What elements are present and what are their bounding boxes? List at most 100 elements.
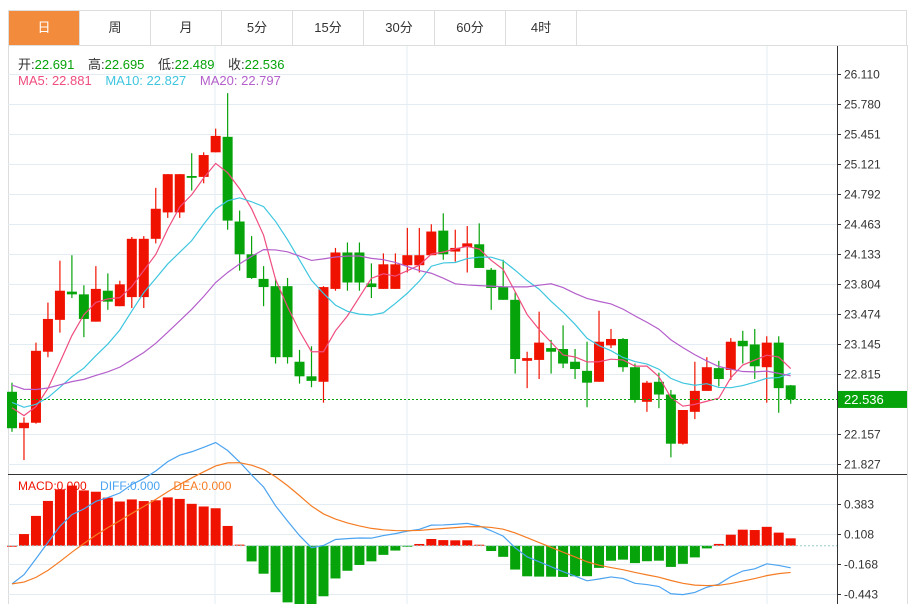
price-tick-label: 24.133 — [844, 248, 881, 262]
macd-histogram-bar — [78, 490, 89, 546]
tab-2[interactable]: 月 — [151, 11, 222, 45]
tab-1[interactable]: 周 — [80, 11, 151, 45]
open-label: 开: — [18, 57, 35, 72]
macd-histogram-bar — [426, 539, 437, 546]
candle — [510, 292, 521, 374]
macd-histogram-bar — [90, 491, 101, 546]
macd-histogram-bar — [689, 545, 700, 558]
candle-body — [270, 286, 281, 358]
candle-body — [450, 247, 461, 252]
candle — [126, 236, 137, 309]
macd-histogram-bar — [258, 545, 269, 574]
tab-7[interactable]: 4时 — [506, 11, 577, 45]
macd-histogram-bar — [102, 497, 113, 546]
macd-histogram-bar — [749, 530, 760, 546]
candle-body — [306, 376, 317, 381]
dea-line — [11, 462, 791, 587]
macd-histogram-bar — [474, 544, 485, 546]
candle — [174, 174, 185, 218]
macd-histogram-bar — [246, 545, 257, 562]
ma10-value: MA10: 22.827 — [105, 73, 187, 88]
candle — [186, 153, 197, 191]
candle-body — [294, 361, 305, 377]
candle-body — [570, 361, 581, 370]
close-value: 22.536 — [244, 57, 285, 72]
macd-histogram-bar — [198, 506, 209, 546]
macd-histogram-bar — [186, 503, 197, 546]
candle — [725, 338, 736, 380]
candle — [114, 280, 125, 307]
candle — [749, 328, 760, 380]
tab-6[interactable]: 60分 — [435, 11, 506, 45]
macd-histogram-bar — [677, 545, 688, 564]
price-tick-label: 22.815 — [844, 368, 881, 382]
macd-histogram-bar — [462, 540, 473, 546]
candle — [150, 187, 161, 244]
candle-body — [66, 291, 77, 295]
dea-value: DEA:0.000 — [173, 479, 232, 493]
candle-body — [138, 238, 149, 298]
tab-0[interactable]: 日 — [9, 11, 80, 45]
candle — [306, 346, 317, 388]
candle-body — [54, 290, 65, 320]
macd-readout: MACD:0.000 DIFF:0.000 DEA:0.000 — [18, 479, 241, 493]
macd-histogram-bar — [54, 489, 65, 546]
candle — [366, 263, 377, 299]
candle-body — [222, 136, 233, 221]
macd-histogram-bar — [114, 501, 125, 546]
candle — [282, 277, 293, 364]
candle — [138, 236, 149, 309]
macd-histogram-bar — [318, 545, 329, 597]
ma5-value: MA5: 22.881 — [18, 73, 92, 88]
candle-body — [546, 348, 557, 352]
macd-tick-label: -0.443 — [844, 588, 878, 602]
high-label: 高: — [88, 57, 105, 72]
price-tick-label: 21.827 — [844, 458, 881, 472]
tab-5[interactable]: 30分 — [364, 11, 435, 45]
candle — [761, 336, 772, 403]
candle-body — [102, 290, 113, 302]
macd-histogram-bar — [162, 497, 173, 546]
period-tabs: 日周月 5分 15分 30分 60分 4时 — [8, 10, 907, 45]
candle — [162, 174, 173, 218]
macd-histogram-bar — [641, 545, 652, 562]
macd-histogram-bar — [617, 545, 628, 560]
price-tick-label: 26.110 — [844, 68, 880, 82]
macd-histogram-bar — [414, 543, 425, 546]
candle — [641, 380, 652, 412]
tab-4[interactable]: 15分 — [293, 11, 364, 45]
macd-histogram-bar — [450, 540, 461, 546]
candle-body — [713, 368, 724, 380]
candle — [546, 339, 557, 374]
candle — [78, 285, 89, 338]
candle — [629, 363, 640, 403]
diff-line — [11, 441, 791, 596]
macd-histogram-bar — [594, 545, 605, 568]
candle — [522, 351, 533, 389]
candle-body — [234, 221, 245, 255]
macd-histogram-bar — [522, 545, 533, 577]
candle-body — [162, 174, 173, 213]
price-tick-label: 23.145 — [844, 338, 881, 352]
candle-body — [246, 254, 257, 278]
candle-body — [78, 294, 89, 319]
candle-body — [174, 174, 185, 213]
candle-body — [665, 394, 676, 444]
macd-tick-label: 0.108 — [844, 528, 874, 542]
diff-value: DIFF:0.000 — [100, 479, 161, 493]
candle — [294, 349, 305, 384]
macd-histogram-bar — [737, 529, 748, 546]
candle — [474, 223, 485, 268]
macd-histogram-bar — [773, 532, 784, 546]
candle-body — [402, 255, 413, 266]
tab-3[interactable]: 5分 — [222, 11, 293, 45]
macd-histogram-bar — [378, 545, 389, 555]
candle — [102, 273, 113, 310]
candle-body — [318, 287, 329, 382]
macd-histogram-bar — [354, 545, 365, 565]
tab-spacer — [577, 11, 906, 45]
candle — [354, 242, 365, 291]
candle — [689, 361, 700, 420]
ma-readout: MA5: 22.881 MA10: 22.827 MA20: 22.797 — [18, 73, 291, 88]
